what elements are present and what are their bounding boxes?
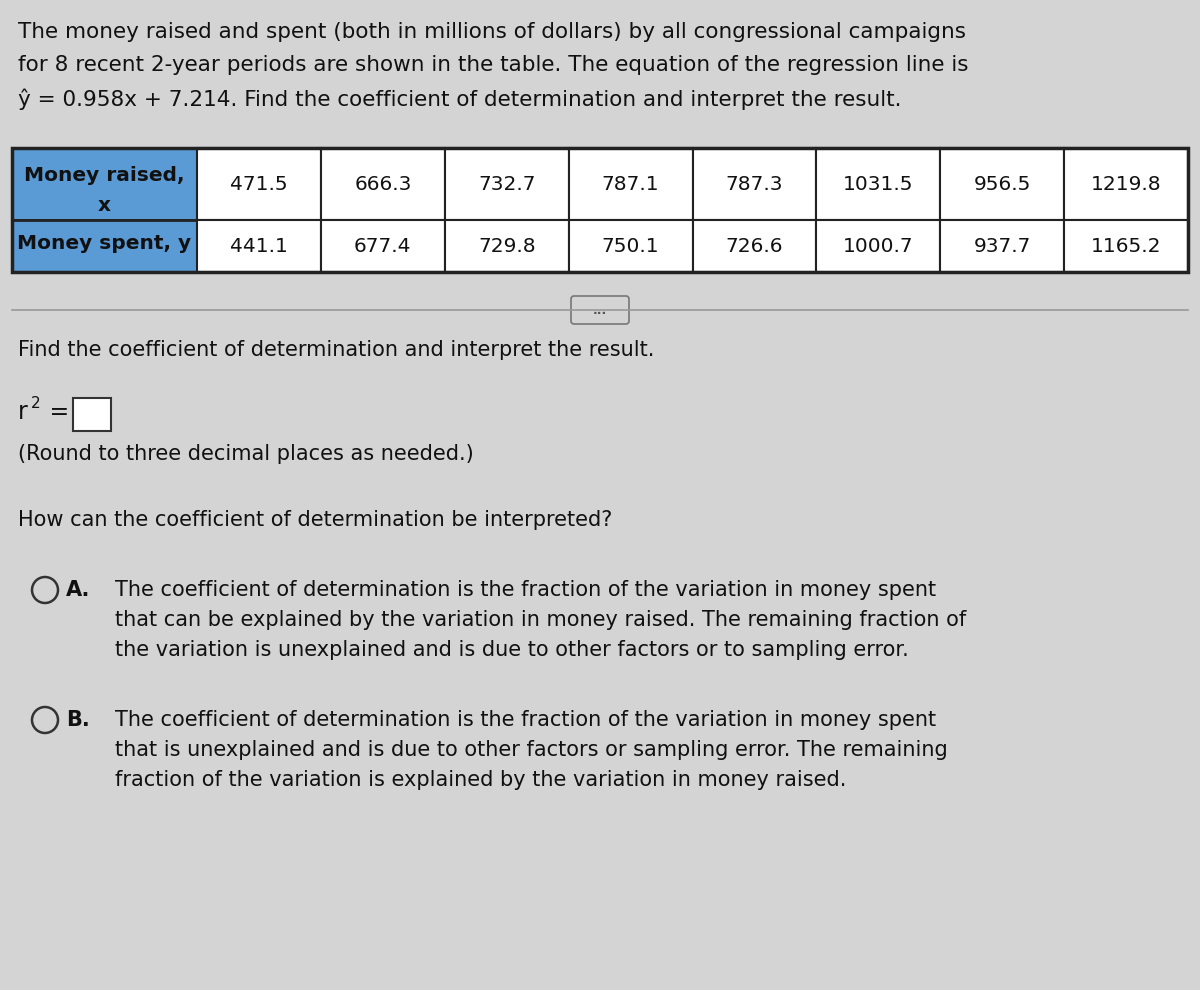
Bar [197, 220, 320, 272]
Text: 937.7: 937.7 [973, 237, 1031, 255]
Text: 2: 2 [31, 396, 41, 411]
Text: x: x [98, 196, 112, 215]
Bar [12, 148, 197, 220]
Bar [569, 220, 692, 272]
Text: ŷ = 0.958x + 7.214. Find the coefficient of determination and interpret the resu: ŷ = 0.958x + 7.214. Find the coefficient… [18, 88, 901, 110]
Text: the variation is unexplained and is due to other factors or to sampling error.: the variation is unexplained and is due … [115, 640, 908, 660]
Text: The coefficient of determination is the fraction of the variation in money spent: The coefficient of determination is the … [115, 710, 936, 730]
Text: that is unexplained and is due to other factors or sampling error. The remaining: that is unexplained and is due to other … [115, 740, 948, 760]
Text: Money spent, y: Money spent, y [18, 234, 192, 253]
Text: that can be explained by the variation in money raised. The remaining fraction o: that can be explained by the variation i… [115, 610, 966, 630]
Bar [197, 148, 320, 220]
Circle shape [32, 577, 58, 603]
Bar [73, 398, 112, 431]
Text: Find the coefficient of determination and interpret the result.: Find the coefficient of determination an… [18, 340, 654, 360]
Bar [816, 220, 941, 272]
Bar [1064, 220, 1188, 272]
Text: ...: ... [593, 304, 607, 317]
Bar [12, 220, 197, 272]
Bar [320, 148, 445, 220]
Text: 1031.5: 1031.5 [844, 174, 913, 193]
Bar [569, 148, 692, 220]
Text: 1000.7: 1000.7 [842, 237, 913, 255]
Text: How can the coefficient of determination be interpreted?: How can the coefficient of determination… [18, 510, 612, 530]
Text: 471.5: 471.5 [230, 174, 288, 193]
Bar [692, 148, 816, 220]
Text: 956.5: 956.5 [973, 174, 1031, 193]
Text: A.: A. [66, 580, 90, 600]
Text: 1165.2: 1165.2 [1091, 237, 1162, 255]
Text: 729.8: 729.8 [478, 237, 535, 255]
Text: The coefficient of determination is the fraction of the variation in money spent: The coefficient of determination is the … [115, 580, 936, 600]
Bar [1064, 148, 1188, 220]
Text: 1219.8: 1219.8 [1091, 174, 1162, 193]
Text: 787.3: 787.3 [726, 174, 784, 193]
Bar [941, 220, 1064, 272]
Bar [692, 220, 816, 272]
Text: 726.6: 726.6 [726, 237, 784, 255]
Text: for 8 recent 2-year periods are shown in the table. The equation of the regressi: for 8 recent 2-year periods are shown in… [18, 55, 968, 75]
Bar [445, 148, 569, 220]
Bar [320, 220, 445, 272]
Text: 677.4: 677.4 [354, 237, 412, 255]
Bar [445, 220, 569, 272]
Text: fraction of the variation is explained by the variation in money raised.: fraction of the variation is explained b… [115, 770, 846, 790]
Text: =: = [42, 400, 70, 424]
Text: B.: B. [66, 710, 90, 730]
FancyBboxPatch shape [571, 296, 629, 324]
Text: 732.7: 732.7 [478, 174, 535, 193]
Text: The money raised and spent (both in millions of dollars) by all congressional ca: The money raised and spent (both in mill… [18, 22, 966, 42]
Text: (Round to three decimal places as needed.): (Round to three decimal places as needed… [18, 444, 474, 464]
Text: 666.3: 666.3 [354, 174, 412, 193]
Bar [12, 148, 1188, 272]
Text: Money raised,: Money raised, [24, 166, 185, 185]
Text: 750.1: 750.1 [601, 237, 659, 255]
Bar [941, 148, 1064, 220]
Text: 787.1: 787.1 [601, 174, 659, 193]
Circle shape [32, 707, 58, 733]
Bar [816, 148, 941, 220]
Text: r: r [18, 400, 28, 424]
Text: 441.1: 441.1 [230, 237, 288, 255]
